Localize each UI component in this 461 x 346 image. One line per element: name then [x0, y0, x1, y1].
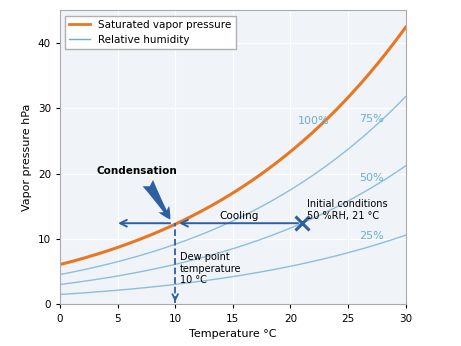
Text: Cooling: Cooling — [219, 211, 258, 221]
Text: Condensation: Condensation — [97, 166, 177, 176]
Y-axis label: Vapor pressure hPa: Vapor pressure hPa — [22, 104, 32, 211]
Legend: Saturated vapor pressure, Relative humidity: Saturated vapor pressure, Relative humid… — [65, 16, 236, 49]
Text: 75%: 75% — [359, 115, 384, 125]
Text: Dew point
temperature
10 °C: Dew point temperature 10 °C — [180, 252, 241, 285]
X-axis label: Temperature °C: Temperature °C — [189, 329, 277, 339]
Text: 100%: 100% — [298, 117, 329, 126]
Text: 50%: 50% — [359, 173, 384, 183]
Text: 25%: 25% — [359, 231, 384, 241]
Text: Initial conditions
50 %RH, 21 °C: Initial conditions 50 %RH, 21 °C — [307, 199, 387, 221]
